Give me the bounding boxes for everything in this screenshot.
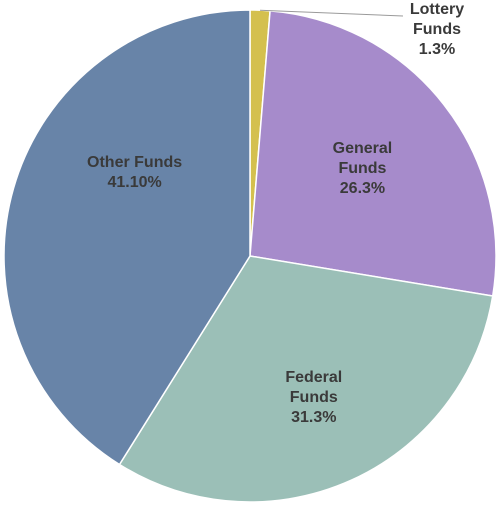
callout-line-lottery-funds — [260, 9, 404, 17]
slice-name-general-funds: Funds — [338, 160, 386, 177]
pie-slices — [3, 9, 497, 503]
slice-label-lottery-funds: Lottery Funds 1.3% — [410, 1, 464, 58]
pie-slice-federal-funds — [118, 255, 494, 503]
slice-name-general-funds: General — [333, 140, 393, 157]
pie-labels: Lottery Funds 1.3% General Funds 26.3% Federal… — [87, 1, 464, 426]
slice-value-federal-funds: 31.3% — [291, 409, 336, 426]
slice-name-other-funds: Other Funds — [87, 154, 182, 171]
slice-value-other-funds: 41.10% — [107, 174, 161, 191]
pie-slice-general-funds — [249, 10, 497, 297]
slice-value-lottery-funds: 1.3% — [419, 41, 455, 58]
pie-callouts — [260, 9, 404, 17]
slice-label-general-funds: General Funds 26.3% — [333, 140, 393, 197]
slice-name-federal-funds: Federal — [285, 369, 342, 386]
slice-name-lottery-funds: Funds — [413, 21, 461, 38]
slice-value-general-funds: 26.3% — [340, 180, 385, 197]
slice-name-federal-funds: Funds — [290, 389, 338, 406]
pie-slice-other-funds — [3, 9, 251, 466]
slice-label-other-funds: Other Funds 41.10% — [87, 154, 182, 191]
slice-label-federal-funds: Federal Funds 31.3% — [285, 369, 342, 426]
slice-name-lottery-funds: Lottery — [410, 1, 464, 18]
